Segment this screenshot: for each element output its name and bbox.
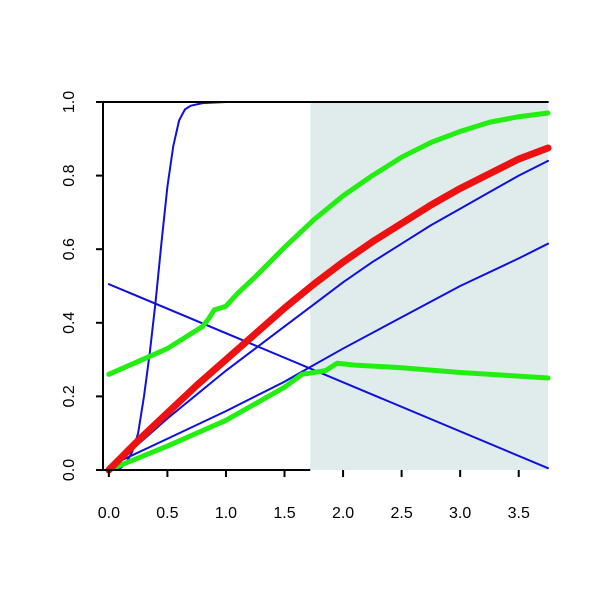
series-line-3 (107, 159, 549, 471)
y-tick-label: 0.8 (61, 164, 78, 186)
x-tick-label: 3.0 (449, 505, 471, 522)
series-line-6 (106, 360, 551, 473)
y-tick-label: 0.2 (61, 385, 78, 407)
x-tick-label: 1.0 (215, 505, 237, 522)
y-tick-label: 0.0 (61, 459, 78, 481)
series-line-2 (107, 283, 549, 470)
x-tick-label: 3.5 (508, 505, 530, 522)
series-layer (105, 101, 552, 474)
y-tick-label: 1.0 (61, 91, 78, 113)
shaded-region (310, 102, 548, 470)
axes: 0.0 0.5 1.0 1.5 2.0 2.5 3.0 3.5 0.0 0.2 0.4 0.6 0.8 1… (61, 91, 548, 522)
x-tick-label: 0.5 (156, 505, 178, 522)
y-tick-label: 0.4 (61, 312, 78, 334)
series-line-5 (106, 110, 551, 377)
x-tick-label: 0.0 (98, 505, 120, 522)
x-tick-label: 2.5 (390, 505, 412, 522)
series-line-4 (107, 242, 549, 468)
series-line-7 (105, 144, 552, 474)
x-tick-label: 1.5 (273, 505, 295, 522)
x-tick-label: 2.0 (332, 505, 354, 522)
y-tick-label: 0.6 (61, 238, 78, 260)
